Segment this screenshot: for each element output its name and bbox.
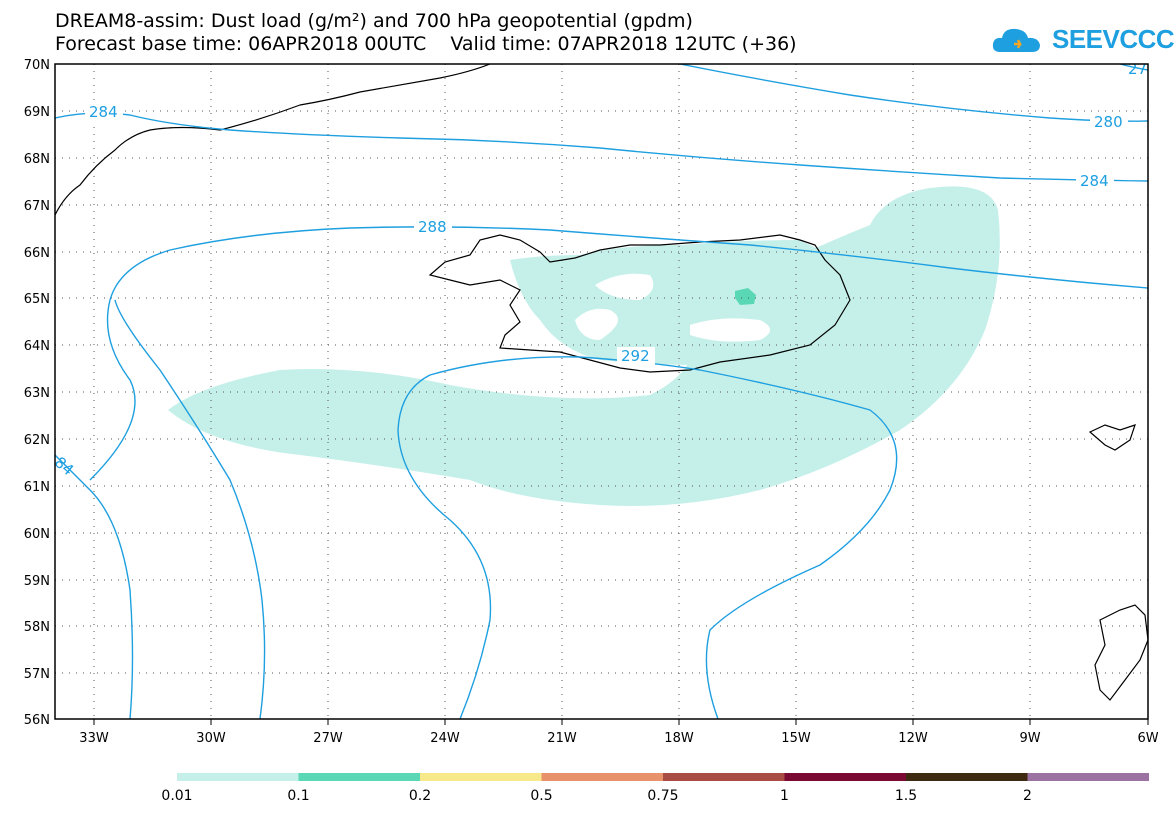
lat-label: 70N: [24, 58, 50, 73]
lon-label: 21W: [547, 731, 577, 746]
legend-label: 0.01: [161, 788, 192, 804]
cloud-icon: [992, 28, 1040, 52]
land-clear: [690, 318, 770, 342]
contour-280: [679, 64, 1148, 122]
lon-label: 24W: [430, 731, 460, 746]
axis-ticks: [93, 719, 1149, 725]
legend-swatch: [784, 773, 906, 781]
contour-label: 288: [418, 218, 447, 236]
lat-label: 57N: [24, 667, 50, 682]
lat-label: 60N: [24, 527, 50, 542]
lon-label: 12W: [898, 731, 928, 746]
lat-label: 69N: [24, 105, 50, 120]
legend-swatch: [298, 773, 420, 781]
lat-label: 61N: [24, 480, 50, 495]
legend-swatch: [541, 773, 663, 781]
legend-swatch: [663, 773, 785, 781]
seevccc-logo: [992, 28, 1040, 52]
legend-label: 0.1: [287, 788, 309, 804]
lon-label: 18W: [664, 731, 694, 746]
contour-label: 292: [621, 347, 650, 365]
lat-label: 59N: [24, 574, 50, 589]
contour-labels: 284 280 284 288 292 84 27: [55, 60, 1147, 479]
lat-label: 56N: [24, 713, 50, 728]
lon-label: 33W: [79, 731, 109, 746]
lon-label: 30W: [196, 731, 226, 746]
map-frame: [54, 63, 1149, 720]
lat-label: 67N: [24, 199, 50, 214]
contour-288-west: [114, 299, 266, 719]
chart-title: DREAM8-assim: Dust load (g/m²) and 700 h…: [55, 10, 693, 32]
lon-label: 9W: [1019, 731, 1040, 746]
contour-label: 284: [89, 103, 118, 121]
legend-swatch: [177, 773, 299, 781]
gridlines: [55, 64, 1148, 719]
faroe-coast: [1088, 424, 1136, 451]
legend-label: 0.5: [530, 788, 552, 804]
geopotential-contours: [55, 64, 1148, 719]
lat-label: 66N: [24, 246, 50, 261]
lat-label: 62N: [24, 433, 50, 448]
contour-292: [397, 356, 898, 719]
legend-label: 1.5: [895, 788, 917, 804]
contour-284-north: [55, 112, 1148, 182]
contour-label: 27: [1128, 60, 1147, 78]
lat-label: 58N: [24, 620, 50, 635]
greenland-coast: [55, 64, 491, 216]
lat-labels: 70N 69N 68N 67N 66N 65N 64N 63N 62N 61N …: [24, 58, 50, 728]
land-clear: [595, 273, 654, 300]
legend-label: 1: [780, 788, 789, 804]
dust-area-iceland: [510, 240, 841, 365]
lon-labels: 33W 30W 27W 24W 21W 18W 15W 12W 9W 6W: [79, 731, 1158, 746]
color-legend: 0.01 0.1 0.2 0.5 0.75 1 1.5 2: [161, 773, 1149, 804]
contour-label: 280: [1094, 113, 1123, 131]
legend-label: 0.75: [647, 788, 678, 804]
legend-label: 2: [1023, 788, 1032, 804]
lat-label: 68N: [24, 152, 50, 167]
contour-label: 284: [1080, 172, 1109, 190]
coastlines: [55, 64, 1148, 701]
logo-text: SEEVCCC: [1052, 24, 1175, 54]
lat-label: 65N: [24, 292, 50, 307]
scotland-coast: [1094, 604, 1148, 701]
legend-label: 0.2: [409, 788, 431, 804]
lon-label: 27W: [313, 731, 343, 746]
land-clear: [575, 308, 618, 340]
lat-label: 63N: [24, 386, 50, 401]
legend-swatch: [906, 773, 1028, 781]
legend-swatch: [1027, 773, 1149, 781]
forecast-time-line: Forecast base time: 06APR2018 00UTC Vali…: [55, 33, 797, 55]
dust-hotspot: [735, 288, 756, 305]
lat-label: 64N: [24, 339, 50, 354]
lon-label: 6W: [1137, 731, 1158, 746]
lon-label: 15W: [781, 731, 811, 746]
iceland-coast: [428, 234, 851, 373]
legend-swatch: [420, 773, 542, 781]
